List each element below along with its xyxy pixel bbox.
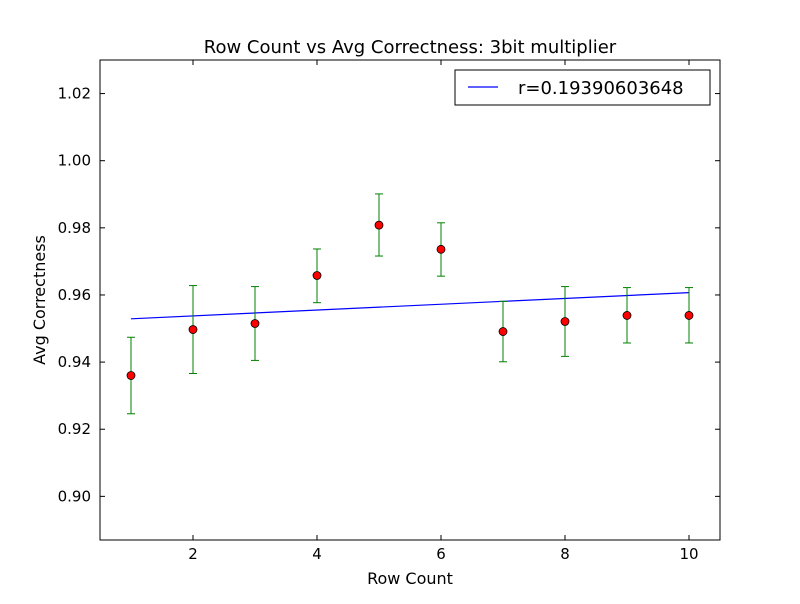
- legend-label: r=0.19390603648: [518, 78, 684, 99]
- y-tick-label: 0.98: [58, 219, 91, 237]
- data-point: [312, 271, 322, 280]
- plot-content: [126, 193, 694, 415]
- data-point: [684, 311, 694, 320]
- x-tick-label: 6: [436, 545, 446, 563]
- chart-title: Row Count vs Avg Correctness: 3bit multi…: [204, 37, 617, 58]
- data-point: [622, 311, 632, 320]
- x-tick-label: 10: [679, 545, 698, 563]
- y-tick-label: 0.94: [58, 353, 91, 371]
- y-tick-label: 0.96: [58, 286, 91, 304]
- data-point: [560, 317, 570, 326]
- data-point: [436, 244, 446, 254]
- data-point: [250, 319, 260, 328]
- data-point: [126, 371, 136, 380]
- y-tick-label: 0.92: [58, 420, 91, 438]
- y-tick-label: 0.90: [58, 487, 91, 505]
- y-axis-label: Avg Correctness: [30, 235, 49, 365]
- x-axis-label: Row Count: [367, 569, 453, 588]
- plot-frame: [99, 59, 721, 541]
- legend: r=0.19390603648: [454, 69, 711, 106]
- y-tick-label: 1.02: [58, 85, 91, 103]
- y-tick-label: 1.00: [58, 152, 91, 170]
- x-tick-label: 8: [560, 545, 570, 563]
- data-point: [374, 220, 384, 230]
- axes: 2 4 6 8 10 0.90 0.92 0.94 0.96 0.98 1.00 1.02: [58, 60, 720, 563]
- fit-line: [130, 292, 690, 320]
- x-tick-label: 4: [312, 545, 322, 563]
- data-point: [498, 327, 508, 336]
- x-tick-label: 2: [188, 545, 198, 563]
- data-point: [188, 325, 198, 334]
